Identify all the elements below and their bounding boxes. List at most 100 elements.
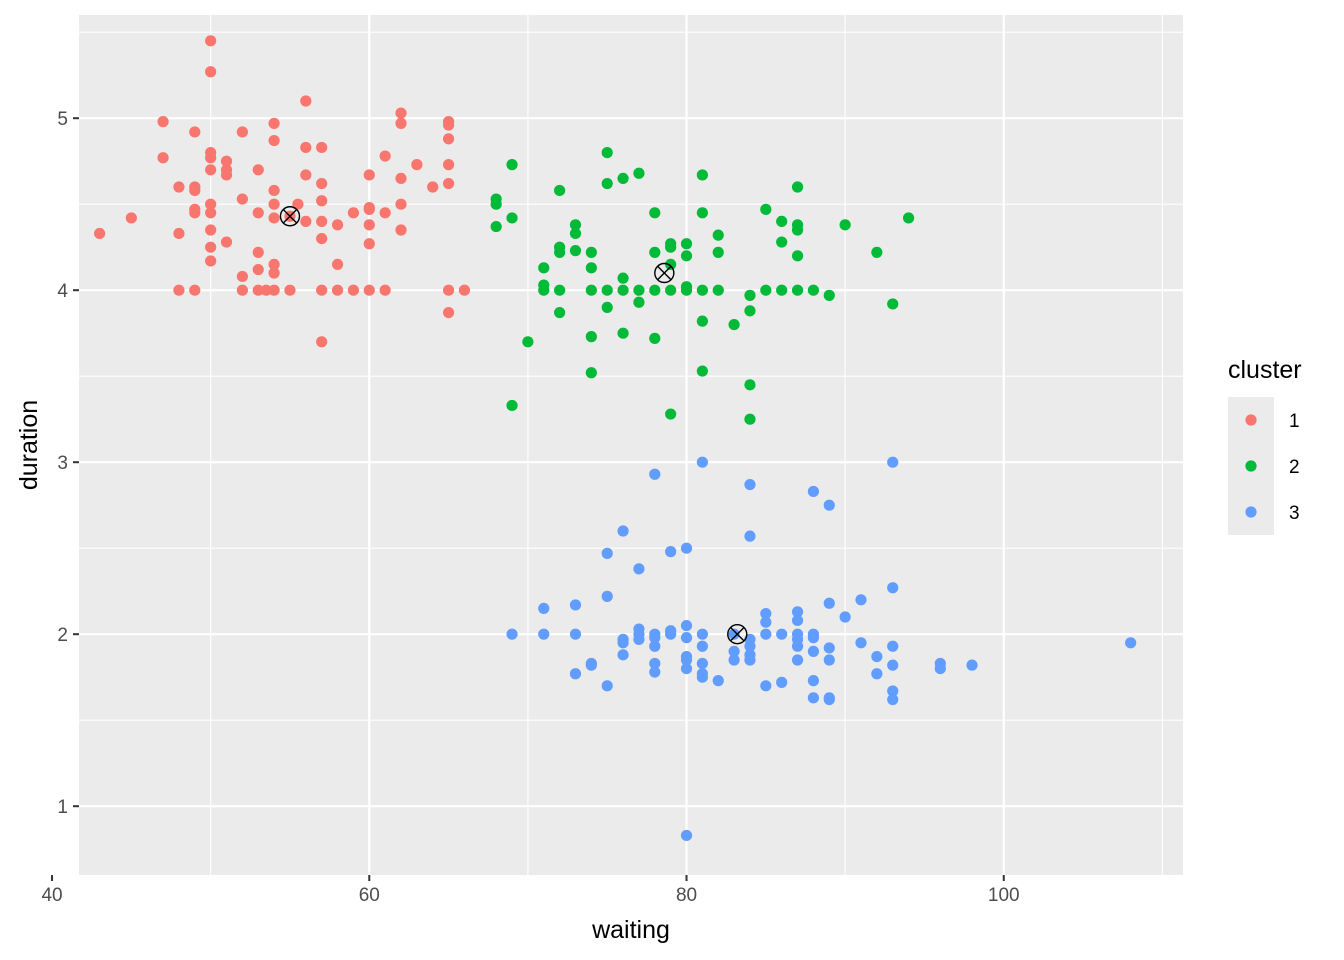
data-point-cluster-2 bbox=[680, 284, 693, 296]
data-point-cluster-2 bbox=[696, 284, 708, 296]
data-point-cluster-3 bbox=[807, 675, 820, 687]
data-point-cluster-1 bbox=[236, 126, 248, 138]
data-point-cluster-1 bbox=[268, 258, 280, 270]
data-point-cluster-1 bbox=[205, 164, 217, 176]
data-point-cluster-2 bbox=[506, 212, 518, 224]
data-point-cluster-1 bbox=[442, 306, 455, 319]
data-point-cluster-1 bbox=[395, 224, 407, 236]
data-point-cluster-3 bbox=[934, 663, 946, 675]
data-point-cluster-2 bbox=[712, 229, 724, 241]
data-point-cluster-1 bbox=[331, 284, 344, 296]
data-point-cluster-1 bbox=[205, 35, 217, 47]
legend-items: 1 2 3 bbox=[1245, 411, 1300, 524]
data-point-cluster-3 bbox=[791, 606, 804, 618]
data-point-cluster-2 bbox=[791, 250, 804, 262]
data-point-cluster-3 bbox=[760, 607, 772, 620]
data-point-cluster-2 bbox=[696, 169, 708, 181]
data-point-cluster-3 bbox=[887, 659, 899, 671]
data-point-cluster-3 bbox=[601, 590, 613, 602]
data-point-cluster-2 bbox=[902, 212, 915, 224]
data-point-cluster-1 bbox=[395, 107, 407, 119]
data-point-cluster-3 bbox=[744, 478, 756, 491]
data-point-cluster-3 bbox=[1125, 637, 1137, 649]
data-point-cluster-3 bbox=[569, 599, 582, 611]
data-point-cluster-3 bbox=[760, 616, 772, 628]
data-point-cluster-1 bbox=[173, 284, 185, 296]
data-point-cluster-1 bbox=[173, 227, 185, 240]
data-point-cluster-3 bbox=[760, 628, 772, 640]
y-tick-label: 2 bbox=[57, 625, 68, 646]
data-point-cluster-3 bbox=[538, 602, 550, 615]
data-point-cluster-1 bbox=[252, 164, 264, 176]
data-point-cluster-1 bbox=[395, 172, 407, 184]
data-point-cluster-1 bbox=[252, 263, 264, 276]
legend: cluster 1 2 3 bbox=[1228, 356, 1302, 535]
data-point-cluster-2 bbox=[760, 284, 772, 296]
data-point-cluster-2 bbox=[585, 284, 597, 296]
data-point-cluster-2 bbox=[839, 219, 851, 231]
y-tick-label: 4 bbox=[57, 281, 68, 302]
data-point-cluster-3 bbox=[538, 628, 550, 640]
data-point-cluster-3 bbox=[823, 693, 835, 706]
data-point-cluster-2 bbox=[617, 272, 629, 284]
data-point-cluster-2 bbox=[538, 284, 550, 296]
data-point-cluster-3 bbox=[696, 628, 708, 640]
data-point-cluster-3 bbox=[776, 628, 788, 640]
data-point-cluster-1 bbox=[189, 284, 201, 296]
data-point-cluster-2 bbox=[538, 262, 550, 274]
data-point-cluster-2 bbox=[649, 207, 661, 219]
data-point-cluster-3 bbox=[569, 668, 582, 680]
data-point-cluster-3 bbox=[807, 692, 820, 704]
data-point-cluster-1 bbox=[220, 236, 233, 248]
data-point-cluster-1 bbox=[316, 336, 328, 348]
data-point-cluster-2 bbox=[649, 246, 661, 258]
y-axis: 1 2 3 4 5 bbox=[57, 109, 79, 818]
data-point-cluster-1 bbox=[427, 181, 439, 193]
data-point-cluster-3 bbox=[617, 525, 629, 537]
data-point-cluster-3 bbox=[680, 542, 693, 554]
data-point-cluster-3 bbox=[680, 654, 693, 666]
data-point-cluster-2 bbox=[649, 284, 661, 296]
data-point-cluster-3 bbox=[791, 640, 804, 652]
data-point-cluster-3 bbox=[855, 594, 867, 606]
data-point-cluster-1 bbox=[205, 152, 217, 164]
plot-panel bbox=[79, 15, 1183, 875]
data-point-cluster-3 bbox=[807, 632, 820, 644]
data-point-cluster-2 bbox=[744, 289, 756, 301]
data-point-cluster-3 bbox=[887, 582, 899, 594]
data-point-cluster-2 bbox=[649, 332, 661, 344]
data-point-cluster-1 bbox=[205, 255, 217, 267]
data-point-cluster-3 bbox=[744, 530, 756, 542]
data-point-cluster-3 bbox=[680, 620, 693, 632]
data-point-cluster-3 bbox=[823, 597, 835, 609]
data-point-cluster-3 bbox=[807, 485, 820, 498]
data-point-cluster-3 bbox=[696, 456, 708, 468]
data-point-cluster-3 bbox=[728, 628, 740, 640]
data-point-cluster-1 bbox=[379, 207, 391, 219]
data-point-cluster-1 bbox=[284, 284, 296, 296]
data-point-cluster-1 bbox=[316, 233, 328, 245]
x-tick-label: 60 bbox=[359, 885, 380, 906]
data-point-cluster-1 bbox=[316, 177, 328, 190]
legend-label-2: 2 bbox=[1289, 457, 1300, 478]
data-point-cluster-1 bbox=[331, 219, 344, 231]
cluster-center-marker-2 bbox=[654, 262, 675, 284]
data-point-cluster-2 bbox=[554, 246, 566, 258]
data-point-cluster-1 bbox=[363, 284, 375, 296]
grid-minor bbox=[79, 15, 1183, 875]
data-point-cluster-3 bbox=[649, 657, 661, 670]
data-point-cluster-1 bbox=[205, 241, 217, 253]
legend-label-3: 3 bbox=[1289, 503, 1300, 524]
data-point-cluster-2 bbox=[601, 284, 613, 296]
data-point-cluster-3 bbox=[680, 632, 693, 644]
data-point-cluster-3 bbox=[633, 563, 645, 575]
y-tick-label: 1 bbox=[57, 797, 68, 818]
x-axis: 40 60 80 100 bbox=[41, 875, 1020, 906]
data-point-cluster-2 bbox=[776, 284, 788, 296]
data-point-cluster-1 bbox=[411, 159, 423, 171]
legend-key-3 bbox=[1245, 506, 1257, 518]
data-point-cluster-2 bbox=[776, 215, 788, 227]
data-point-cluster-3 bbox=[728, 654, 740, 666]
data-point-cluster-2 bbox=[696, 365, 708, 377]
data-point-cluster-2 bbox=[506, 399, 518, 412]
